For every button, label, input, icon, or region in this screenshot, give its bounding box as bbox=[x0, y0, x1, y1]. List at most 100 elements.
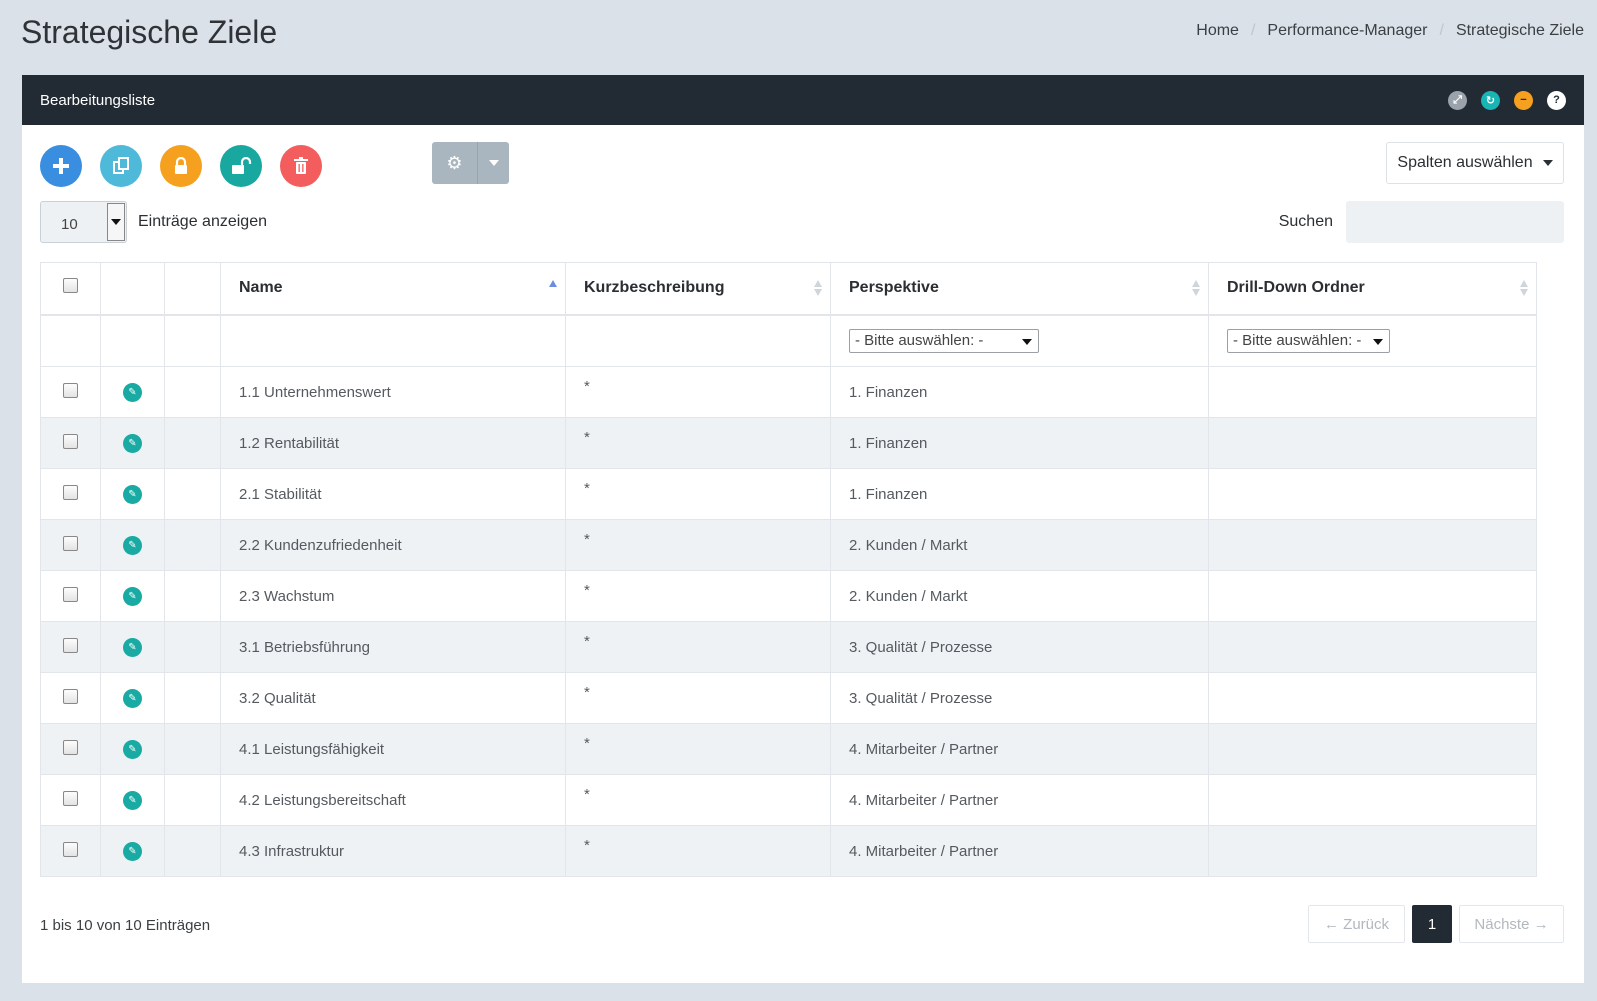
search-control: Suchen bbox=[1279, 201, 1564, 243]
cell-name: 2.2 Kundenzufriedenheit bbox=[220, 519, 566, 571]
cell-perspective: 3. Qualität / Prozesse bbox=[830, 621, 1209, 673]
perspective-filter-select[interactable]: - Bitte auswählen: - bbox=[849, 328, 1039, 353]
edit-pencil-icon[interactable]: ✎ bbox=[123, 689, 142, 708]
help-icon[interactable]: ? bbox=[1547, 90, 1566, 110]
drilldown-filter-select[interactable]: - Bitte auswählen: - bbox=[1227, 328, 1390, 353]
row-checkbox[interactable] bbox=[63, 739, 78, 755]
row-checkbox[interactable] bbox=[63, 841, 78, 857]
table-row: ✎ 3.1 Betriebsführung * 3. Qualität / Proze… bbox=[40, 621, 1537, 673]
breadcrumb-performance-manager[interactable]: Performance-Manager bbox=[1267, 22, 1428, 39]
cell-perspective: 2. Kunden / Markt bbox=[830, 570, 1209, 622]
row-checkbox[interactable] bbox=[63, 637, 78, 653]
select-columns-label: Spalten auswählen bbox=[1397, 154, 1533, 171]
caret-down-icon bbox=[1373, 338, 1383, 345]
search-input[interactable] bbox=[1346, 201, 1564, 243]
breadcrumb-home[interactable]: Home bbox=[1196, 22, 1239, 39]
row-checkbox[interactable] bbox=[63, 688, 78, 704]
cell-drilldown bbox=[1208, 621, 1537, 673]
cell-name: 4.2 Leistungsbereitschaft bbox=[220, 774, 566, 826]
table-row: ✎ 1.1 Unternehmenswert * 1. Finanzen bbox=[40, 366, 1537, 418]
cell-name: 4.3 Infrastruktur bbox=[220, 825, 566, 877]
row-checkbox[interactable] bbox=[63, 535, 78, 551]
cell-perspective: 2. Kunden / Markt bbox=[830, 519, 1209, 571]
cell-name: 4.1 Leistungsfähigkeit bbox=[220, 723, 566, 775]
refresh-icon[interactable]: ↻ bbox=[1481, 90, 1500, 110]
cell-description: * bbox=[584, 479, 590, 497]
caret-down-icon bbox=[488, 160, 499, 166]
goals-table: Name Kurzbeschreibung Perspektive Drill-… bbox=[40, 262, 1537, 877]
settings-button[interactable]: ⚙ bbox=[432, 142, 478, 184]
column-header-perspective[interactable]: Perspektive bbox=[830, 262, 1209, 316]
cell-perspective: 4. Mitarbeiter / Partner bbox=[830, 723, 1209, 775]
page-length-select[interactable]: 10 bbox=[40, 201, 127, 243]
panel-header: Bearbeitungsliste ⤢ ↻ − ? bbox=[22, 75, 1584, 125]
edit-pencil-icon[interactable]: ✎ bbox=[123, 842, 142, 861]
lock-button[interactable] bbox=[160, 145, 202, 187]
column-header-name[interactable]: Name bbox=[220, 262, 566, 316]
table-row: ✎ 4.3 Infrastruktur * 4. Mitarbeiter / Part… bbox=[40, 825, 1537, 877]
select-all-cell bbox=[40, 262, 101, 316]
edit-pencil-icon[interactable]: ✎ bbox=[123, 485, 142, 504]
sort-icon bbox=[1192, 280, 1200, 296]
cell-description: * bbox=[584, 530, 590, 548]
edit-pencil-icon[interactable]: ✎ bbox=[123, 740, 142, 759]
caret-down-icon bbox=[1022, 338, 1032, 345]
cell-perspective: 3. Qualität / Prozesse bbox=[830, 672, 1209, 724]
edit-pencil-icon[interactable]: ✎ bbox=[123, 536, 142, 555]
edit-pencil-icon[interactable]: ✎ bbox=[123, 434, 142, 453]
add-button[interactable] bbox=[40, 145, 82, 187]
plus-icon bbox=[53, 158, 69, 174]
trash-icon bbox=[294, 157, 308, 174]
delete-button[interactable] bbox=[280, 145, 322, 187]
row-checkbox[interactable] bbox=[63, 382, 78, 398]
cell-perspective: 4. Mitarbeiter / Partner bbox=[830, 825, 1209, 877]
edit-pencil-icon[interactable]: ✎ bbox=[123, 383, 142, 402]
row-checkbox[interactable] bbox=[63, 586, 78, 602]
cell-perspective: 4. Mitarbeiter / Partner bbox=[830, 774, 1209, 826]
row-checkbox[interactable] bbox=[63, 484, 78, 500]
edit-pencil-icon[interactable]: ✎ bbox=[123, 587, 142, 606]
table-row: ✎ 4.2 Leistungsbereitschaft * 4. Mitarbeite… bbox=[40, 774, 1537, 826]
breadcrumb: Home / Performance-Manager / Strategisch… bbox=[1196, 22, 1584, 40]
cell-drilldown bbox=[1208, 468, 1537, 520]
collapse-icon[interactable]: − bbox=[1514, 90, 1533, 110]
table-row: ✎ 4.1 Leistungsfähigkeit * 4. Mitarbeiter /… bbox=[40, 723, 1537, 775]
previous-page-button[interactable]: ← Zurück bbox=[1308, 905, 1405, 943]
row-checkbox[interactable] bbox=[63, 790, 78, 806]
edit-column-header bbox=[100, 262, 165, 316]
cell-drilldown bbox=[1208, 366, 1537, 418]
unlock-button[interactable] bbox=[220, 145, 262, 187]
copy-button[interactable] bbox=[100, 145, 142, 187]
next-page-button[interactable]: Nächste → bbox=[1459, 905, 1564, 943]
caret-down-icon bbox=[1542, 160, 1553, 166]
page-length-value: 10 bbox=[61, 216, 78, 233]
column-header-drilldown[interactable]: Drill-Down Ordner bbox=[1208, 262, 1537, 316]
cell-drilldown bbox=[1208, 570, 1537, 622]
sort-ascending-icon bbox=[549, 280, 557, 296]
pagination: ← Zurück 1 Nächste → bbox=[1308, 905, 1564, 943]
column-header-description[interactable]: Kurzbeschreibung bbox=[565, 262, 831, 316]
cell-description: * bbox=[584, 785, 590, 803]
table-row: ✎ 2.2 Kundenzufriedenheit * 2. Kunden / Mar… bbox=[40, 519, 1537, 571]
settings-dropdown-toggle[interactable] bbox=[478, 142, 509, 184]
filter-row: - Bitte auswählen: - - Bitte auswählen: … bbox=[40, 314, 1537, 367]
edit-pencil-icon[interactable]: ✎ bbox=[123, 791, 142, 810]
cell-name: 1.2 Rentabilität bbox=[220, 417, 566, 469]
cell-drilldown bbox=[1208, 672, 1537, 724]
expand-icon[interactable]: ⤢ bbox=[1448, 90, 1467, 110]
edit-pencil-icon[interactable]: ✎ bbox=[123, 638, 142, 657]
row-checkbox[interactable] bbox=[63, 433, 78, 449]
cell-description: * bbox=[584, 377, 590, 395]
page-length-label: Einträge anzeigen bbox=[138, 213, 267, 230]
select-columns-button[interactable]: Spalten auswählen bbox=[1386, 142, 1564, 184]
select-all-checkbox[interactable] bbox=[63, 278, 78, 294]
table-row: ✎ 2.3 Wachstum * 2. Kunden / Markt bbox=[40, 570, 1537, 622]
table-row: ✎ 2.1 Stabilität * 1. Finanzen bbox=[40, 468, 1537, 520]
breadcrumb-separator: / bbox=[1439, 22, 1444, 39]
cell-perspective: 1. Finanzen bbox=[830, 417, 1209, 469]
search-label: Suchen bbox=[1278, 213, 1333, 230]
cell-description: * bbox=[584, 734, 590, 752]
cell-description: * bbox=[584, 428, 590, 446]
cell-perspective: 1. Finanzen bbox=[830, 468, 1209, 520]
page-1-button[interactable]: 1 bbox=[1412, 905, 1452, 943]
